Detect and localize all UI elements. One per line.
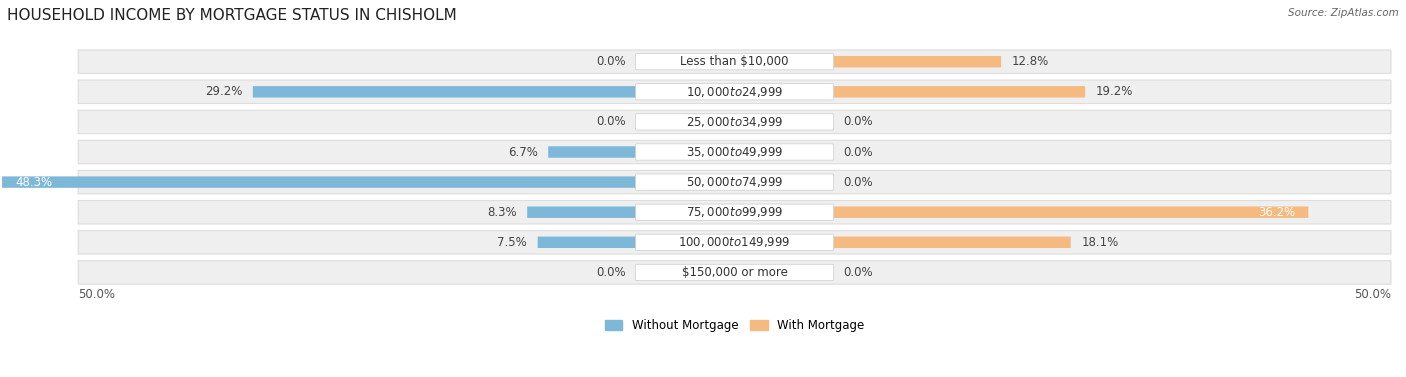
FancyBboxPatch shape [79,170,1391,194]
Text: HOUSEHOLD INCOME BY MORTGAGE STATUS IN CHISHOLM: HOUSEHOLD INCOME BY MORTGAGE STATUS IN C… [7,8,457,23]
FancyBboxPatch shape [636,144,834,160]
Text: 36.2%: 36.2% [1258,206,1295,219]
FancyBboxPatch shape [636,234,834,250]
Text: $35,000 to $49,999: $35,000 to $49,999 [686,145,783,159]
Text: $25,000 to $34,999: $25,000 to $34,999 [686,115,783,129]
FancyBboxPatch shape [636,174,834,190]
Text: 0.0%: 0.0% [844,266,873,279]
FancyBboxPatch shape [636,114,834,130]
FancyBboxPatch shape [834,207,1309,218]
FancyBboxPatch shape [79,50,1391,74]
FancyBboxPatch shape [834,86,1085,98]
FancyBboxPatch shape [548,146,636,158]
Text: 0.0%: 0.0% [596,115,626,129]
Text: 50.0%: 50.0% [79,288,115,301]
Text: Source: ZipAtlas.com: Source: ZipAtlas.com [1288,8,1399,18]
Text: 19.2%: 19.2% [1095,85,1133,98]
Text: 12.8%: 12.8% [1011,55,1049,68]
FancyBboxPatch shape [79,140,1391,164]
FancyBboxPatch shape [636,84,834,100]
FancyBboxPatch shape [636,54,834,70]
FancyBboxPatch shape [79,201,1391,224]
FancyBboxPatch shape [834,237,1071,248]
Text: 0.0%: 0.0% [844,115,873,129]
FancyBboxPatch shape [79,261,1391,284]
FancyBboxPatch shape [537,237,636,248]
Text: 0.0%: 0.0% [596,55,626,68]
Text: $150,000 or more: $150,000 or more [682,266,787,279]
FancyBboxPatch shape [79,231,1391,254]
FancyBboxPatch shape [636,264,834,280]
Text: $75,000 to $99,999: $75,000 to $99,999 [686,205,783,219]
Text: 50.0%: 50.0% [1354,288,1391,301]
Text: 7.5%: 7.5% [498,236,527,249]
Text: 0.0%: 0.0% [844,146,873,158]
Text: $10,000 to $24,999: $10,000 to $24,999 [686,85,783,99]
Text: 18.1%: 18.1% [1081,236,1118,249]
Text: $50,000 to $74,999: $50,000 to $74,999 [686,175,783,189]
FancyBboxPatch shape [1,176,636,188]
Text: 8.3%: 8.3% [486,206,516,219]
Text: 0.0%: 0.0% [844,176,873,188]
Text: 6.7%: 6.7% [508,146,537,158]
FancyBboxPatch shape [253,86,636,98]
Text: 29.2%: 29.2% [205,85,242,98]
Legend: Without Mortgage, With Mortgage: Without Mortgage, With Mortgage [600,314,869,337]
FancyBboxPatch shape [79,110,1391,134]
FancyBboxPatch shape [636,204,834,220]
FancyBboxPatch shape [834,56,1001,67]
Text: 48.3%: 48.3% [15,176,52,188]
Text: $100,000 to $149,999: $100,000 to $149,999 [678,235,790,249]
FancyBboxPatch shape [527,207,636,218]
FancyBboxPatch shape [79,80,1391,104]
Text: Less than $10,000: Less than $10,000 [681,55,789,68]
Text: 0.0%: 0.0% [596,266,626,279]
